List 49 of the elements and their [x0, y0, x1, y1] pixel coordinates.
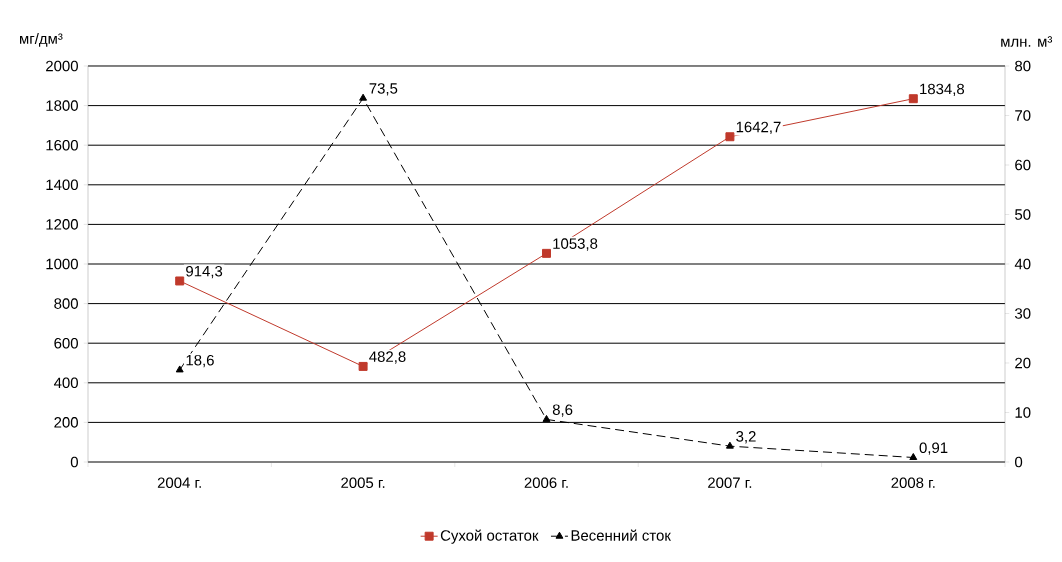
data-label: 1642,7 [736, 121, 781, 135]
y-tick-label: 1800 [46, 100, 78, 111]
legend-label: Сухой остаток [440, 529, 539, 544]
point [542, 414, 551, 422]
data-label: 914,3 [186, 265, 223, 279]
y-tick-label: 1600 [46, 139, 78, 151]
x-tick-label: 2007 г. [708, 477, 752, 489]
data-label: 482,8 [369, 351, 406, 364]
data-label: 18,6 [186, 354, 214, 368]
y2-tick-label: 70 [1015, 110, 1031, 121]
x-tick-label: 2004 г. [157, 477, 201, 489]
y-tick-label: 600 [54, 337, 78, 349]
x-tick-label: 2008 г. [891, 477, 935, 489]
y-tick-label: 1200 [46, 219, 78, 230]
point [359, 93, 368, 101]
data-label: 1053,8 [553, 238, 598, 251]
point [725, 441, 734, 449]
point [358, 361, 368, 371]
point [725, 132, 735, 142]
y-tick-label: 200 [54, 417, 78, 428]
y2-axis-title: млн. м³ [1001, 36, 1053, 47]
y2-tick-label: 0 [1015, 456, 1023, 468]
y-tick-label: 800 [54, 298, 78, 309]
point [908, 94, 918, 104]
y2-tick-label: 40 [1014, 258, 1031, 270]
y2-tick-label: 10 [1015, 407, 1031, 418]
y-tick-label: 0 [70, 456, 78, 468]
point [909, 453, 918, 460]
data-label: 3,2 [736, 431, 756, 444]
data-label: 1834,8 [920, 83, 965, 96]
y2-tick-label: 30 [1015, 308, 1031, 319]
data-label: 8,6 [552, 404, 573, 417]
point [542, 248, 551, 258]
y2-tick-label: 80 [1015, 60, 1031, 72]
y-tick-label: 1400 [46, 179, 78, 191]
y-tick-label: 400 [53, 377, 78, 389]
point [175, 365, 184, 373]
y-tick-label: 2000 [46, 60, 78, 72]
point [175, 276, 185, 286]
legend-label: Весенний сток [571, 529, 671, 541]
y2-tick-label: 50 [1015, 209, 1031, 220]
data-label: 73,5 [369, 83, 398, 96]
y-tick-label: 1000 [46, 258, 78, 270]
y2-tick-label: 60 [1015, 159, 1031, 171]
data-label: 0,91 [919, 442, 948, 455]
x-tick-label: 2005 г. [341, 477, 385, 489]
y2-tick-label: 20 [1015, 357, 1031, 369]
y-axis-title: мг/дм³ [20, 33, 63, 47]
x-tick-label: 2006 г. [524, 477, 568, 489]
